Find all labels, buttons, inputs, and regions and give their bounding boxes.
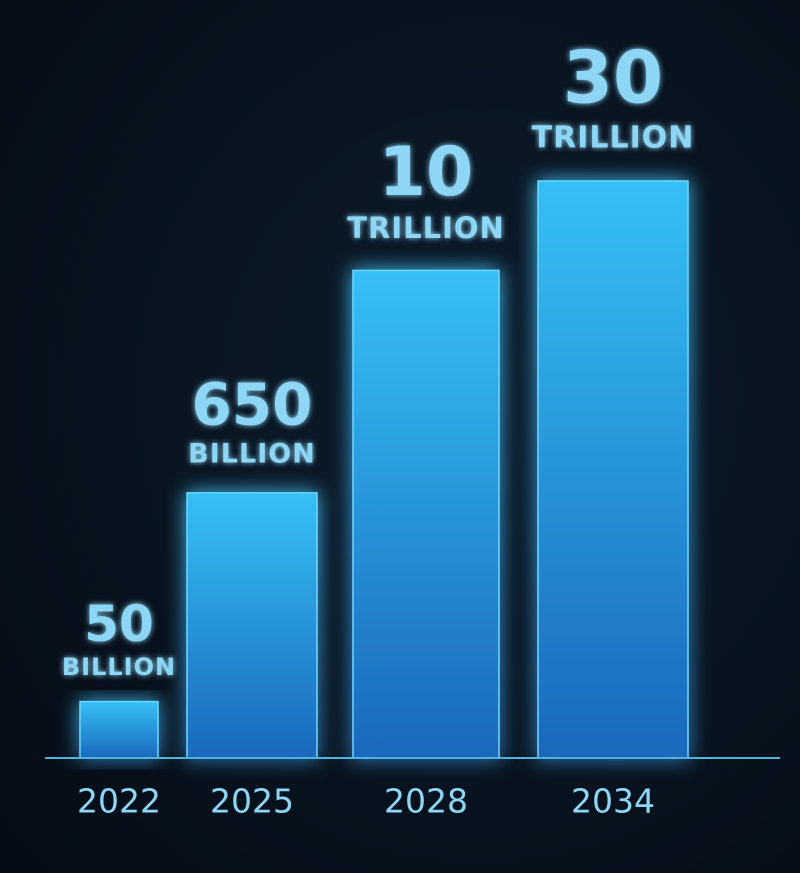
value-label-number: 650 xyxy=(191,370,312,438)
bar xyxy=(186,492,318,759)
bar xyxy=(537,180,689,759)
value-label-number: 30 xyxy=(563,35,663,119)
bar xyxy=(79,700,159,759)
value-label-unit: TRILLION xyxy=(532,121,695,156)
value-label-unit: TRILLION xyxy=(347,211,505,245)
x-tick-label: 2025 xyxy=(210,782,294,821)
value-label-number: 50 xyxy=(84,595,154,653)
plot: BILLION502022BILLION6502025TRILLION10202… xyxy=(62,35,695,821)
value-label-number: 10 xyxy=(379,133,474,212)
x-tick-label: 2022 xyxy=(77,782,161,821)
x-tick-label: 2034 xyxy=(571,782,655,821)
bar xyxy=(352,269,500,759)
value-label-unit: BILLION xyxy=(62,653,176,681)
x-tick-label: 2028 xyxy=(384,782,468,821)
value-label-unit: BILLION xyxy=(188,439,316,470)
